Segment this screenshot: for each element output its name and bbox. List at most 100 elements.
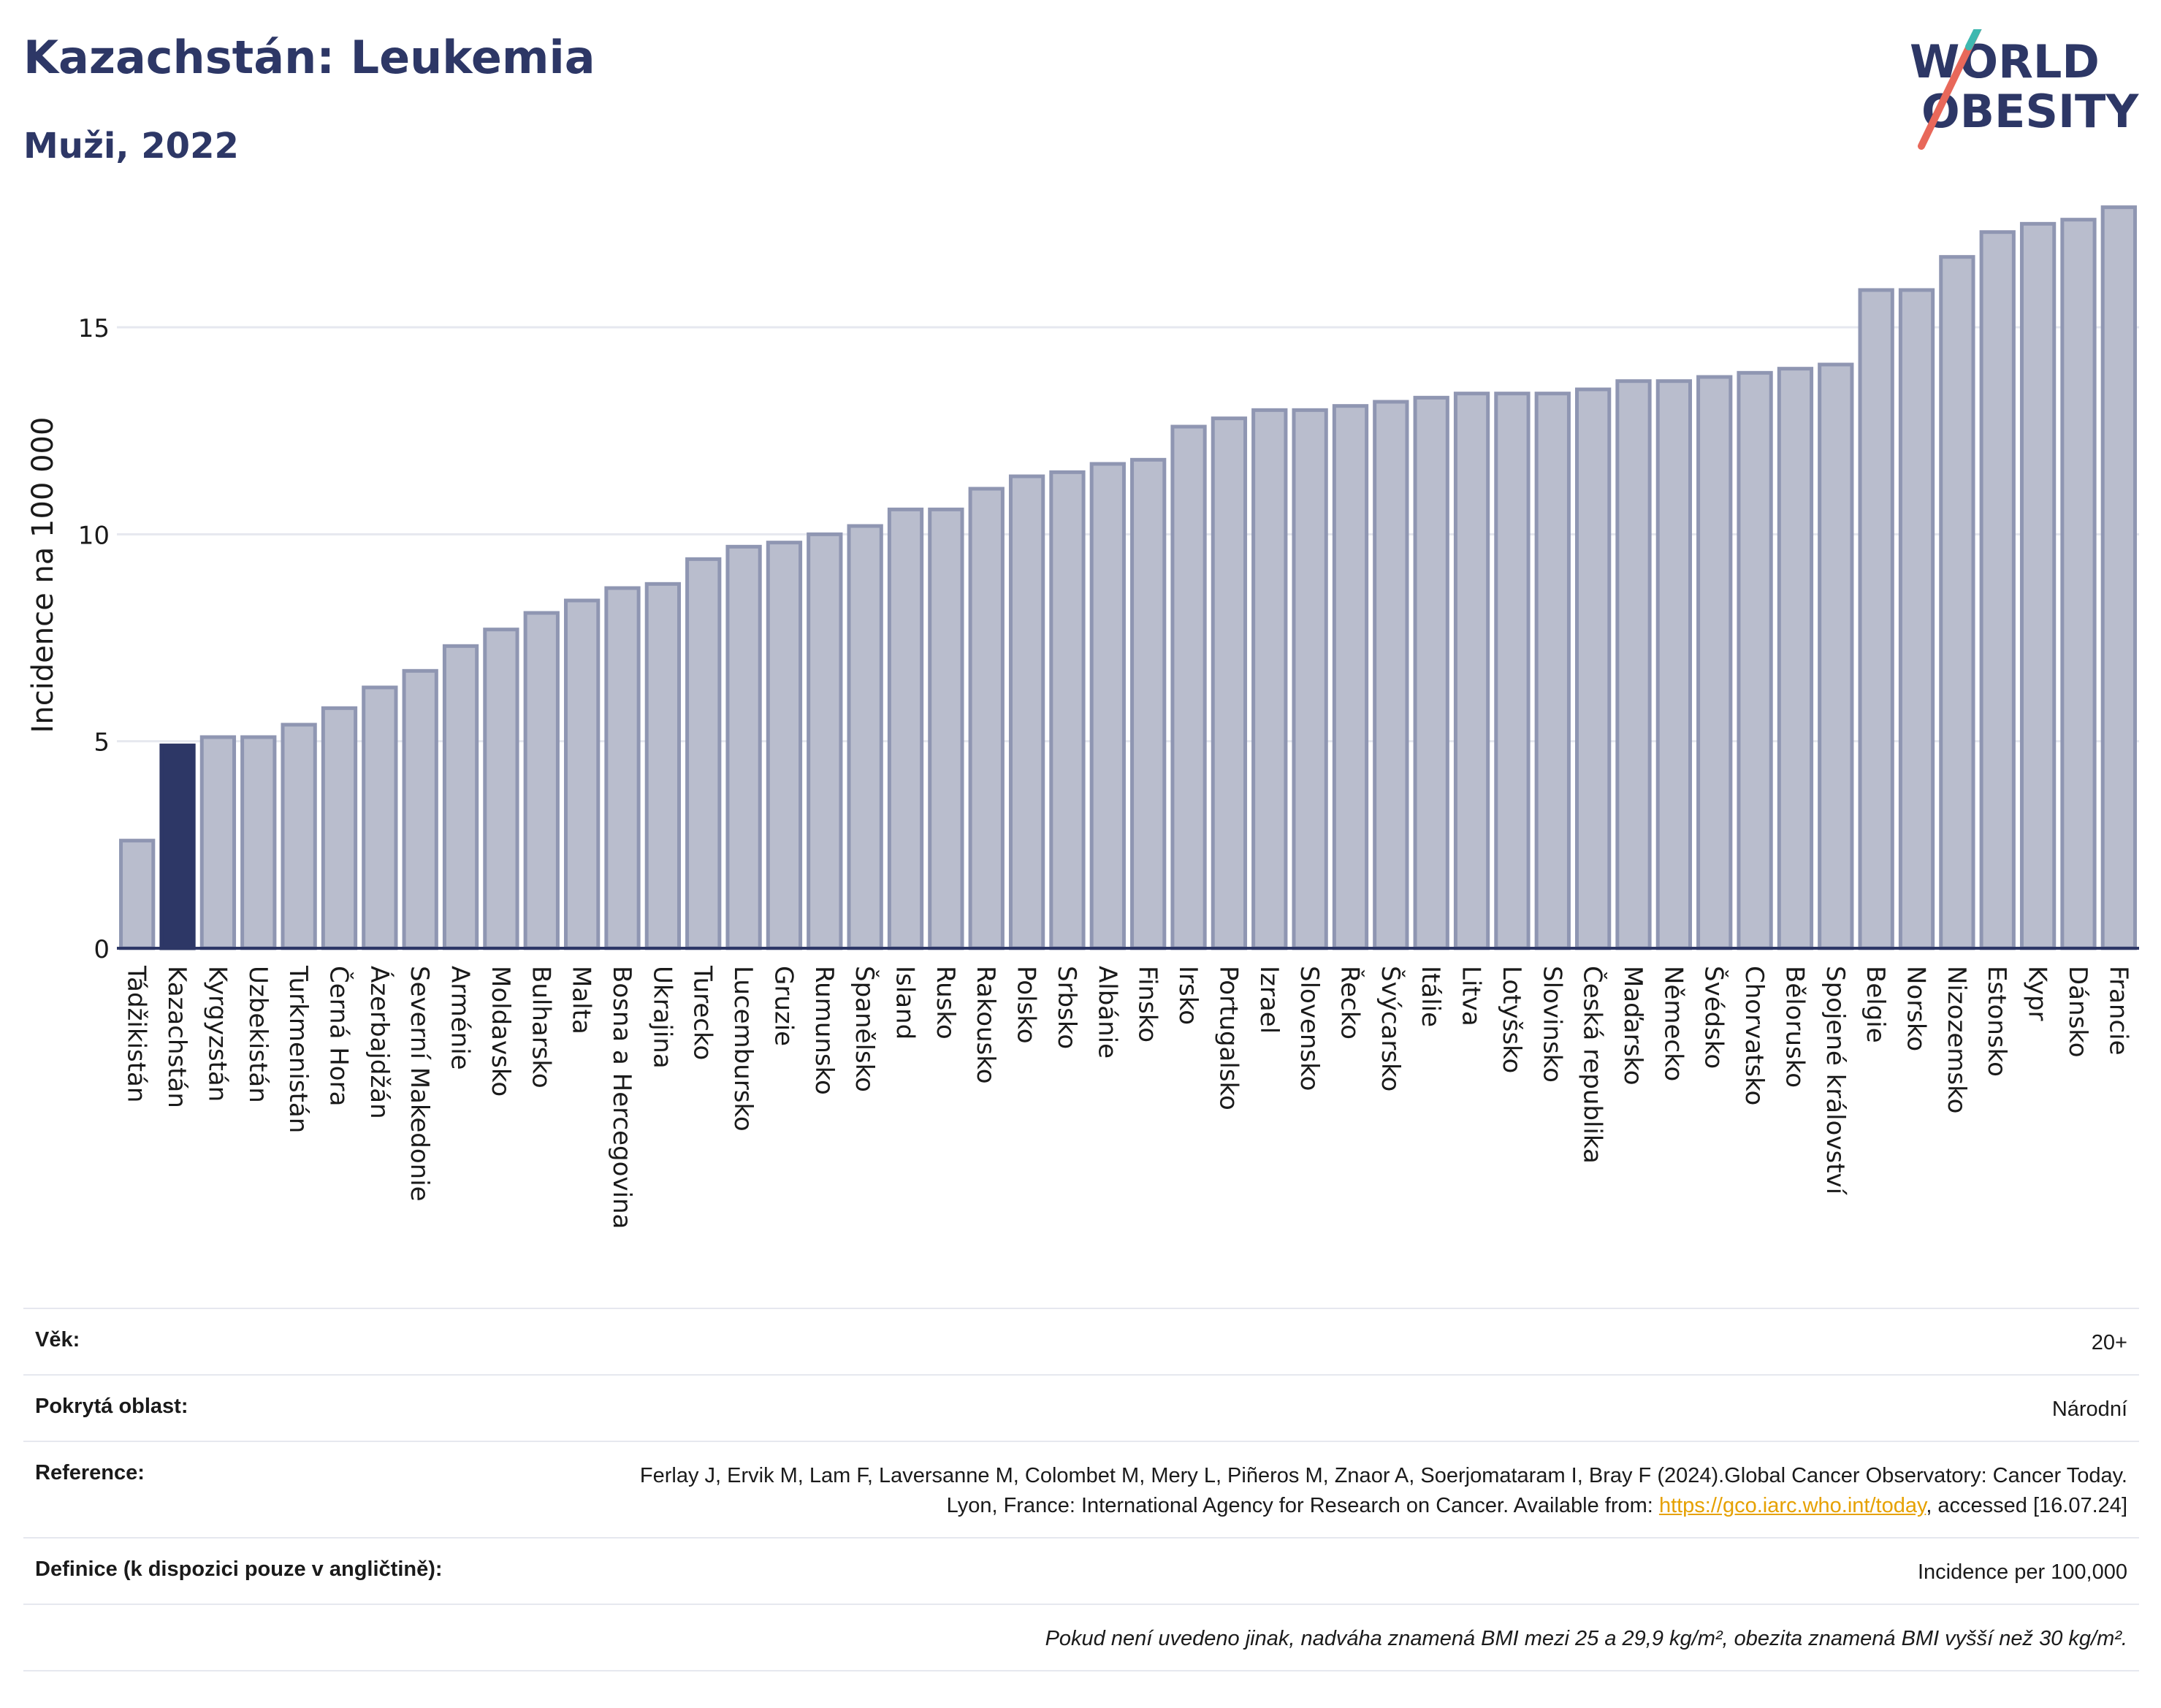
bar <box>563 598 601 950</box>
chart-subtitle: Muži, 2022 <box>23 126 239 167</box>
bar <box>1818 362 1854 950</box>
x-tick-label: Finsko <box>1133 966 1162 1042</box>
bar <box>1534 392 1571 950</box>
reference-text: Ferlay J, Ervik M, Lam F, Laversanne M, … <box>639 1464 2127 1517</box>
definition-label: Definice (k dispozici pouze v angličtině… <box>35 1558 443 1581</box>
x-tick-label: Slovensko <box>1295 966 1324 1091</box>
bar <box>1615 379 1652 950</box>
x-tick-label: Francie <box>2103 966 2133 1056</box>
reference-link[interactable]: https://gco.iarc.who.int/today <box>1658 1494 1926 1517</box>
area-label: Pokrytá oblast: <box>35 1395 188 1418</box>
bar <box>807 532 843 950</box>
x-tick-label: Norsko <box>1902 966 1931 1051</box>
bar <box>1211 416 1248 950</box>
bar <box>1008 474 1045 950</box>
x-tick-label: Uzbekistán <box>243 966 272 1103</box>
bar <box>968 487 1005 950</box>
x-tick-label: Gruzie <box>769 966 798 1046</box>
y-tick-label: 5 <box>94 728 110 758</box>
x-tick-label: Moldavsko <box>486 966 515 1097</box>
x-tick-label: Řecko <box>1335 966 1365 1040</box>
x-tick-label: Tádžikistán <box>122 965 151 1102</box>
bar <box>1979 230 2016 950</box>
bar <box>1292 408 1328 950</box>
logo-word-world: WORLD <box>1910 35 2100 88</box>
x-tick-label: Spojené království <box>1821 966 1850 1196</box>
bar <box>1494 392 1531 950</box>
x-tick-label: Rumunsko <box>809 966 839 1095</box>
bar <box>2100 205 2137 950</box>
bar <box>1898 288 1935 950</box>
bar <box>2060 218 2097 950</box>
bar <box>766 541 803 950</box>
bar <box>725 544 762 950</box>
bar <box>321 706 358 950</box>
x-tick-label: Polsko <box>1012 966 1041 1044</box>
x-tick-label: Černá Hora <box>324 966 354 1106</box>
x-tick-label: Španělsko <box>850 966 880 1092</box>
info-table: Věk: 20+ Pokrytá oblast: Národní Referen… <box>23 1308 2139 1671</box>
x-tick-label: Německo <box>1658 966 1688 1081</box>
x-tick-label: Kypr <box>2023 966 2052 1021</box>
bar <box>1170 424 1207 950</box>
bar <box>442 644 479 950</box>
y-axis-label: Incidence na 100 000 <box>26 417 60 733</box>
x-tick-label: Portugalsko <box>1213 966 1243 1110</box>
y-tick-labels: 0 5 10 15 <box>78 314 110 964</box>
age-value: 20+ <box>2091 1331 2127 1354</box>
bar <box>483 628 519 950</box>
world-obesity-logo: WORLD OBESITY <box>1910 29 2139 150</box>
x-tick-label: Itálie <box>1416 966 1445 1027</box>
x-tick-labels: Tádžikistán Kazachstán Kyrgyzstán Uzbekistá… <box>122 965 2133 1229</box>
x-tick-label: Arménie <box>446 966 475 1070</box>
bar <box>644 582 682 950</box>
bar <box>119 839 156 950</box>
bar <box>1453 392 1490 950</box>
bar <box>1655 379 1693 950</box>
bar <box>1777 367 1814 950</box>
x-tick-label: Česká republika <box>1578 966 1608 1164</box>
bar <box>1089 462 1126 950</box>
bar <box>1696 375 1733 950</box>
x-tick-label: Malta <box>567 966 596 1034</box>
bar <box>159 743 196 950</box>
definition-value: Incidence per 100,000 <box>1918 1560 2127 1584</box>
bar <box>1413 395 1449 950</box>
x-tick-label: Rakousko <box>971 966 1000 1084</box>
y-tick-label: 15 <box>78 314 110 343</box>
bar <box>1373 400 1409 950</box>
x-tick-label: Turkmenistán <box>283 965 313 1133</box>
age-label: Věk: <box>35 1328 80 1351</box>
x-tick-label: Litva <box>1457 966 1486 1026</box>
bar <box>402 668 438 950</box>
x-tick-label: Švýcarsko <box>1376 966 1406 1091</box>
x-tick-label: Bělorusko <box>1780 966 1809 1088</box>
logo-slash-accent-icon <box>1965 29 1982 50</box>
x-tick-label: Dánsko <box>2063 966 2092 1058</box>
y-tick-label: 0 <box>94 935 110 964</box>
x-tick-label: Maďarsko <box>1618 966 1647 1086</box>
area-row: Pokrytá oblast: Národní <box>23 1374 2139 1441</box>
bar <box>1332 404 1369 950</box>
note-row: Pokud není uvedeno jinak, nadváha znamen… <box>23 1604 2139 1671</box>
x-tick-label: Bulharsko <box>526 966 555 1089</box>
x-tick-label: Nizozemsko <box>1942 966 1971 1113</box>
reference-tail: , accessed [16.07.24] <box>1926 1494 2127 1517</box>
definition-row: Definice (k dispozici pouze v angličtině… <box>23 1537 2139 1604</box>
bar <box>604 586 641 950</box>
bar <box>362 685 398 950</box>
bmi-note: Pokud není uvedeno jinak, nadváha znamen… <box>1045 1627 2127 1650</box>
x-tick-label: Kyrgyzstán <box>202 966 232 1102</box>
reference-row: Reference: Ferlay J, Ervik M, Lam F, Lav… <box>23 1441 2139 1537</box>
bars <box>119 205 2137 950</box>
x-tick-label: Chorvatsko <box>1739 966 1769 1105</box>
bar <box>847 524 883 950</box>
x-tick-label: Ázerbajdžán <box>365 966 395 1119</box>
bar <box>240 735 277 950</box>
logo-word-obesity: OBESITY <box>1921 85 2139 138</box>
x-tick-label: Estonsko <box>1982 966 2011 1077</box>
x-tick-label: Bosna a Hercegovina <box>607 966 636 1229</box>
x-tick-label: Srbsko <box>1052 966 1081 1049</box>
x-tick-label: Lotyšsko <box>1497 966 1526 1073</box>
x-tick-label: Island <box>891 966 920 1040</box>
